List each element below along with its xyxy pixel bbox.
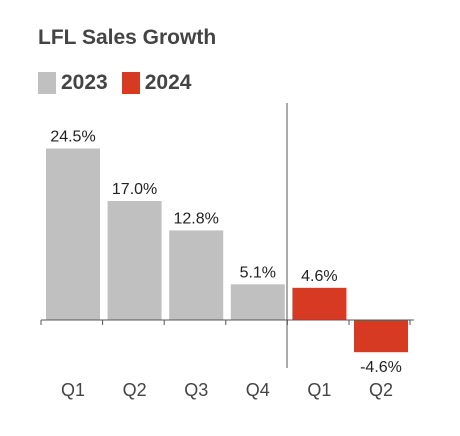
x-tick-label-2: Q2 [123,380,147,400]
legend-swatch-2024 [121,72,140,94]
bar-4 [230,284,285,320]
legend-swatch-2023 [38,72,56,94]
data-label-6: -4.6% [360,359,402,376]
legend-label-2024: 2024 [144,71,192,94]
x-tick-label-3: Q3 [184,380,208,400]
x-tick-label-4: Q4 [246,380,270,400]
data-label-2: 17.0% [112,181,157,198]
data-label-5: 4.6% [301,268,337,285]
legend-label-2023: 2023 [61,71,108,94]
bar-2 [107,201,162,320]
data-label-1: 24.5% [50,129,95,146]
x-tick-label-6: Q2 [369,380,393,400]
bar-3 [169,230,224,320]
x-tick-label-1: Q1 [61,380,85,400]
chart-title: LFL Sales Growth [38,26,217,49]
bar-6 [354,320,408,353]
legend-item-2023: 2023 [38,71,108,95]
data-label-4: 5.1% [240,264,276,281]
bar-1 [46,148,100,320]
legend: 2023 2024 [38,71,205,95]
x-tick-label-5: Q1 [307,380,331,400]
data-label-3: 12.8% [174,210,219,227]
legend-item-2024: 2024 [121,71,192,95]
bar-5 [292,287,347,320]
